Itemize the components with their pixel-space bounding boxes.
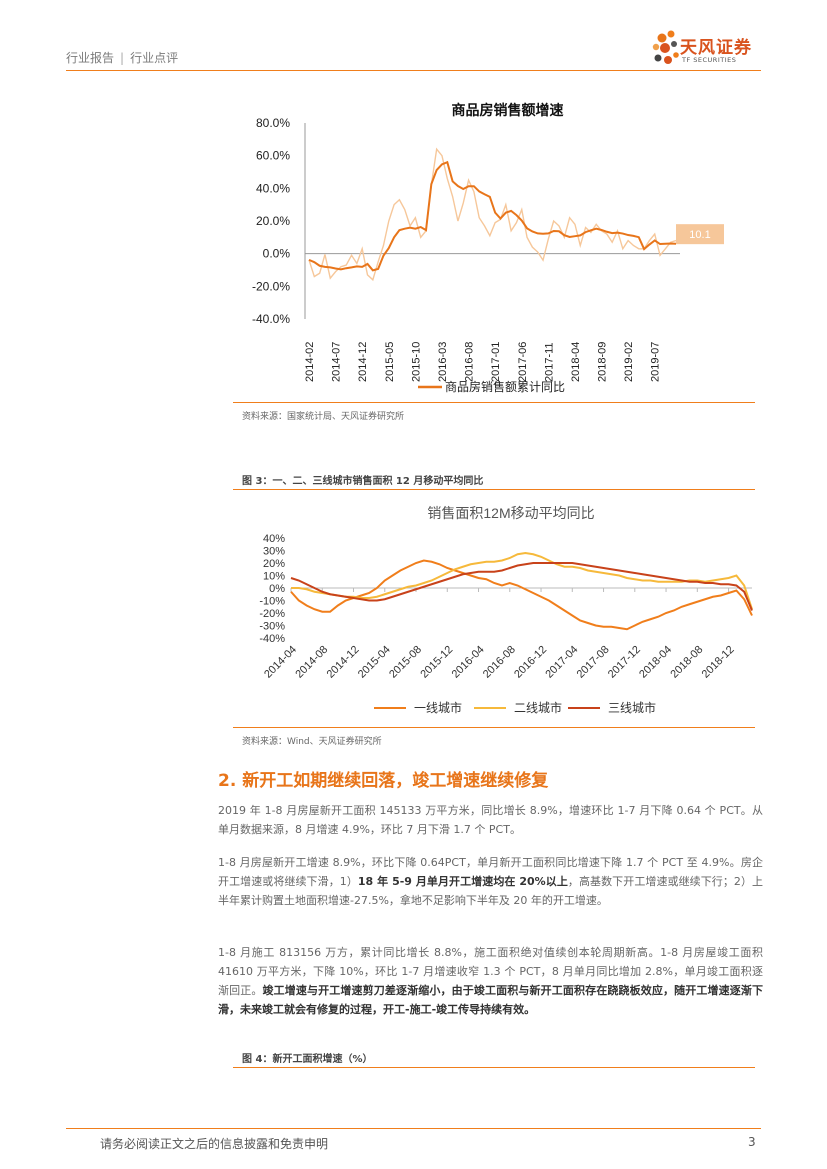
chart1-y-tick-label: 0.0% bbox=[263, 247, 291, 261]
chart2-series-line-tier1 bbox=[290, 559, 753, 631]
chart2-series-line-tier3 bbox=[290, 562, 753, 611]
chart1-x-tick-label: 2018-09 bbox=[597, 342, 609, 382]
chart2-y-tick-label: 10% bbox=[263, 571, 285, 583]
chart1-title: 商品房销售额增速 bbox=[452, 102, 564, 118]
chart1-cumulative-series-line bbox=[308, 160, 677, 272]
sales-amount-growth-chart: 商品房销售额增速 80.0% 60.0% 40.0% 20.0% 0.0% -20.0% -4… bbox=[252, 102, 724, 394]
chart2-y-tick-label: 20% bbox=[263, 558, 285, 570]
chart1-y-tick-label: -20.0% bbox=[252, 279, 290, 293]
chart2-x-tick-label: 2018-12 bbox=[700, 644, 737, 681]
chart2-x-tick-label: 2018-08 bbox=[668, 644, 705, 681]
chart1-y-tick-label: 20.0% bbox=[256, 214, 290, 228]
footer-disclaimer: 请务必阅读正文之后的信息披露和免责申明 bbox=[100, 1137, 329, 1151]
report-type-label: 行业报告 bbox=[66, 51, 115, 65]
chart2-title: 销售面积12M移动平均同比 bbox=[427, 505, 594, 521]
sales-area-12m-ma-chart: 销售面积12M移动平均同比 40%30%20%10%0%-10%-20%-30%-… bbox=[259, 505, 753, 715]
chart2-x-tick-label: 2015-12 bbox=[418, 644, 455, 681]
logo-name: 天风证券 bbox=[680, 38, 752, 58]
section-title: 2. 新开工如期继续回落，竣工增速继续修复 bbox=[218, 771, 549, 791]
chart1-y-tick-label: 40.0% bbox=[256, 181, 290, 195]
paragraph-2-part-c: ，高基数下开工增速或继续下行；2）上半年累计购置土地面积增速-27.5%，拿地不… bbox=[218, 875, 764, 907]
chart2-y-tick-label: 0% bbox=[269, 583, 285, 595]
chart2-x-tick-label: 2014-08 bbox=[293, 644, 330, 681]
chart1-last-value-label: 10.1 bbox=[689, 229, 710, 241]
figure3-title: 图 3：一、二、三线城市销售面积 12 月移动平均同比 bbox=[242, 476, 484, 487]
logo-subtitle: TF SECURITIES bbox=[682, 56, 737, 64]
paragraph-3-part-a: 1-8 月施工 813156 万方，累计同比增长 8.8%，施工面积绝对值续创本… bbox=[218, 946, 763, 997]
chart2-x-tick-label: 2016-08 bbox=[481, 644, 518, 681]
chart2-y-tick-label: -40% bbox=[259, 633, 285, 645]
chart1-x-tick-label: 2016-08 bbox=[464, 342, 476, 382]
chart1-x-tick-label: 2016-03 bbox=[437, 342, 449, 382]
page-number: 3 bbox=[748, 1135, 756, 1149]
paragraph-2: 1-8 月房屋新开工增速 8.9%，环比下降 0.64PCT，单月新开工面积同比… bbox=[218, 853, 763, 910]
figure3-divider bbox=[233, 489, 755, 490]
chart2-divider bbox=[233, 727, 755, 728]
chart1-x-tick-label: 2015-05 bbox=[384, 342, 396, 382]
header-divider bbox=[66, 70, 761, 71]
chart1-x-tick-label: 2019-02 bbox=[623, 342, 635, 382]
chart1-last-value-box bbox=[676, 224, 724, 245]
chart1-x-tick-label: 2017-06 bbox=[517, 342, 529, 382]
chart1-y-tick-label: -40.0% bbox=[252, 312, 290, 326]
chart2-legend-label-tier2: 二线城市 bbox=[514, 700, 562, 715]
paragraph-2-highlight: 18 年 5-9 月单月开工增速均在 20%以上 bbox=[357, 875, 568, 888]
chart1-y-tick-label: 60.0% bbox=[256, 149, 290, 163]
chart2-x-tick-label: 2014-04 bbox=[262, 644, 299, 681]
chart1-y-tick-label: 80.0% bbox=[256, 116, 290, 130]
figure4-title: 图 4：新开工面积增速（%） bbox=[242, 1054, 373, 1065]
chart1-x-tick-label: 2015-10 bbox=[410, 342, 422, 382]
chart2-x-tick-label: 2018-04 bbox=[637, 644, 674, 681]
chart2-source: 资料来源：Wind、天风证券研究所 bbox=[242, 737, 382, 747]
chart2-y-tick-label: -30% bbox=[259, 621, 285, 633]
chart2-legend-label-tier1: 一线城市 bbox=[414, 700, 462, 715]
chart2-x-tick-label: 2017-12 bbox=[606, 644, 643, 681]
report-subtype-label: 行业点评 bbox=[130, 51, 179, 65]
chart2-x-tick-label: 2015-04 bbox=[356, 644, 393, 681]
chart2-y-tick-label: -20% bbox=[259, 608, 285, 620]
chart2-series-line-tier2 bbox=[291, 551, 753, 610]
chart1-x-tick-label: 2017-11 bbox=[543, 342, 555, 382]
chart1-monthly-series-line bbox=[308, 147, 677, 282]
paragraph-1: 2019 年 1-8 月房屋新开工面积 145133 万平方米，同比增长 8.9… bbox=[218, 804, 763, 836]
header-separator: | bbox=[120, 51, 125, 65]
chart2-x-tick-label: 2016-04 bbox=[450, 644, 487, 681]
figure4-divider bbox=[233, 1067, 755, 1068]
chart1-x-tick-label: 2014-07 bbox=[331, 342, 343, 382]
chart1-x-tick-label: 2014-02 bbox=[304, 342, 316, 382]
chart2-legend-label-tier3: 三线城市 bbox=[608, 700, 656, 715]
chart2-x-tick-label: 2014-12 bbox=[325, 644, 362, 681]
paragraph-3-highlight: 竣工增速与开工增速剪刀差逐渐缩小，由于竣工面积与新开工面积存在跷跷板效应，随开工… bbox=[218, 984, 763, 1016]
company-logo bbox=[652, 30, 679, 64]
chart1-x-tick-label: 2017-01 bbox=[490, 342, 502, 382]
chart2-y-tick-label: 30% bbox=[263, 546, 285, 558]
chart1-x-tick-label: 2018-04 bbox=[570, 342, 582, 382]
chart2-y-tick-label: -10% bbox=[259, 596, 285, 608]
paragraph-3: 1-8 月施工 813156 万方，累计同比增长 8.8%，施工面积绝对值续创本… bbox=[218, 943, 763, 1019]
chart1-source: 资料来源：国家统计局、天风证券研究所 bbox=[242, 412, 405, 422]
report-type: 行业报告 | 行业点评 bbox=[66, 49, 178, 66]
chart2-x-tick-label: 2017-08 bbox=[575, 644, 612, 681]
chart2-y-tick-label: 40% bbox=[263, 533, 285, 545]
chart2-x-tick-label: 2016-12 bbox=[512, 644, 549, 681]
chart1-legend-label: 商品房销售额累计同比 bbox=[445, 379, 565, 394]
chart2-x-tick-label: 2017-04 bbox=[543, 644, 580, 681]
chart1-divider bbox=[233, 402, 755, 403]
chart1-x-tick-label: 2019-07 bbox=[650, 342, 662, 382]
chart2-x-tick-label: 2015-08 bbox=[387, 644, 424, 681]
paragraph-2-part-a: 1-8 月房屋新开工增速 8.9%，环比下降 0.64PCT，单月新开工面积同比… bbox=[218, 856, 763, 888]
chart1-x-tick-label: 2014-12 bbox=[357, 342, 369, 382]
footer-divider bbox=[66, 1128, 761, 1129]
